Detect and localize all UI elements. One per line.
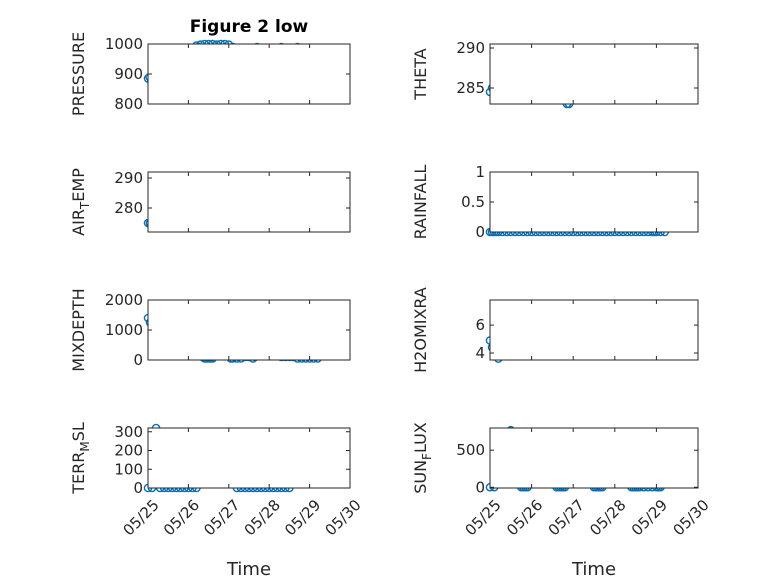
axes-frame [147,427,351,489]
chart-title: Figure 2 low [190,17,309,37]
subplot-6: 4 6 H2OMIXRA [411,287,699,373]
y-tick-label: 290 [114,169,143,187]
y-axis-label: H2OMIXRA [411,287,430,373]
y-tick-label: 1000 [105,35,143,53]
x-axis-label: Time [571,559,616,580]
y-tick-label: 300 [114,423,143,441]
axes-frame [489,171,699,233]
y-axis-label: RAINFALL [411,165,430,240]
y-tick-label: 6 [475,316,485,334]
y-tick-label: 0.5 [461,193,485,211]
subplot-1: 800 900 1000 PRESSURE Figure 2 low [69,17,351,116]
subplot-5: 0 1000 2000 MIXDEPTH [69,288,351,372]
y-tick-label: 0 [133,351,143,369]
subplot-3: 280 290 AIRTEMP [69,168,351,236]
y-tick-label: 2000 [105,291,143,309]
y-tick-label: 1000 [105,321,143,339]
y-axis-label: MIXDEPTH [69,288,88,371]
y-tick-label: 0 [133,479,143,497]
y-tick-label: 0 [475,223,485,241]
axes-frame [489,427,699,489]
subplot-2: 285 290 THETA [411,39,699,109]
subplot-4: 0 0.5 1 RAINFALL [411,163,699,241]
y-tick-label: 4 [475,344,485,362]
y-tick-label: 200 [114,442,143,460]
y-tick-label: 290 [456,39,485,57]
axes-frame [147,299,351,361]
y-tick-label: 280 [114,199,143,217]
axes-frame [489,299,699,361]
y-axis-label: TERRMSL [69,422,92,495]
axes-frame [147,43,351,105]
y-tick-label: 0 [475,478,485,496]
y-tick-label: 100 [114,460,143,478]
axes-frame [489,43,699,105]
x-axis-label: Time [226,559,271,580]
y-axis-label: SUNFLUX [411,422,434,494]
y-tick-label: 500 [456,441,485,459]
y-tick-label: 285 [456,79,485,97]
y-tick-label: 900 [114,65,143,83]
y-axis-label: AIRTEMP [69,168,92,236]
axes-frame [147,171,351,233]
y-tick-label: 800 [114,95,143,113]
y-axis-label: PRESSURE [69,32,88,116]
y-axis-label: THETA [411,48,430,100]
y-tick-label: 1 [475,163,485,181]
